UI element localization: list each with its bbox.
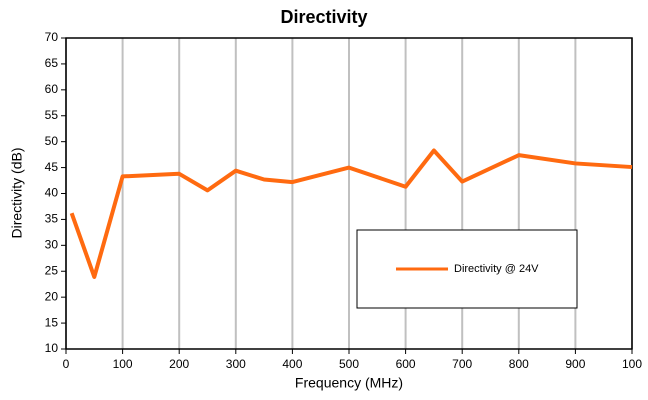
- y-axis-label: Directivity (dB): [9, 147, 25, 238]
- x-tick-label: 200: [169, 357, 189, 371]
- y-tick-label: 10: [45, 341, 59, 355]
- y-tick-label: 65: [45, 56, 59, 70]
- x-tick-label: 100: [622, 357, 642, 371]
- x-axis-label: Frequency (MHz): [295, 375, 403, 391]
- y-tick-label: 45: [45, 160, 59, 174]
- plot-frame: [65, 37, 633, 350]
- y-tick-label: 70: [45, 30, 59, 44]
- x-tick-label: 400: [282, 357, 302, 371]
- x-tick-label: 800: [509, 357, 529, 371]
- y-tick-label: 20: [45, 289, 59, 303]
- y-tick-label: 35: [45, 212, 59, 226]
- x-tick-label: 300: [226, 357, 246, 371]
- x-tick-label: 900: [565, 357, 585, 371]
- x-tick-label: 500: [339, 357, 359, 371]
- legend-box: [356, 229, 578, 309]
- x-tick-label: 0: [63, 357, 70, 371]
- y-tick-label: 40: [45, 186, 59, 200]
- y-tick-label: 15: [45, 315, 59, 329]
- x-tick-label: 700: [452, 357, 472, 371]
- data-line: [69, 148, 633, 279]
- chart-title: Directivity: [280, 7, 367, 27]
- y-tick-label: 55: [45, 108, 59, 122]
- y-tick-label: 50: [45, 134, 59, 148]
- y-tick-label: 30: [45, 238, 59, 252]
- y-tick-label: 60: [45, 82, 59, 96]
- x-tick-label: 600: [396, 357, 416, 371]
- y-tick-label: 25: [45, 263, 59, 277]
- x-tick-label: 100: [113, 357, 133, 371]
- legend-label: Directivity @ 24V: [454, 263, 539, 275]
